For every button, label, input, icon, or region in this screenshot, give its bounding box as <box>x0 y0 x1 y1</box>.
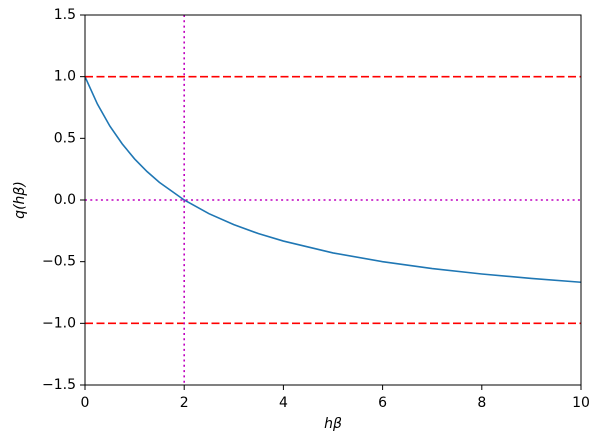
x-axis-label: hβ <box>324 416 342 432</box>
y-tick-label: −0.5 <box>42 254 76 270</box>
y-axis-label: q(hβ) <box>12 181 28 219</box>
plot-frame <box>84 14 582 386</box>
y-tick-label: −1.0 <box>42 315 76 331</box>
x-tick-label: 6 <box>378 395 387 411</box>
y-tick-label: −1.5 <box>42 377 76 393</box>
x-tick-label: 2 <box>180 395 189 411</box>
x-tick-label: 8 <box>477 395 486 411</box>
x-tick-label: 10 <box>572 395 590 411</box>
y-tick-label: 0.5 <box>54 130 76 146</box>
x-tick-label: 4 <box>279 395 288 411</box>
y-tick-label: 1.0 <box>54 69 76 85</box>
x-tick-label: 0 <box>81 395 90 411</box>
y-tick-label: 0.0 <box>54 192 76 208</box>
line-series <box>84 76 582 284</box>
y-tick-label: 1.5 <box>54 7 76 23</box>
